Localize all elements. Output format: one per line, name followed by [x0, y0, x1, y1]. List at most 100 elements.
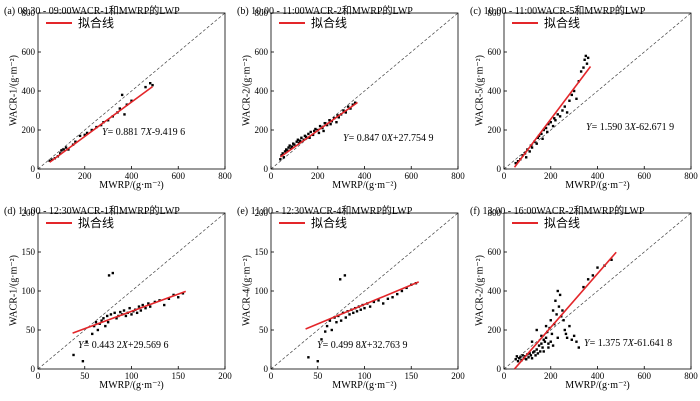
data-point [330, 328, 333, 332]
data-point [554, 299, 557, 302]
data-point [120, 93, 124, 97]
data-point [544, 126, 548, 130]
data-point [368, 305, 372, 308]
panel-title: (e) 11:00 - 12:30WACR-4和MWRP的LWP [237, 206, 413, 217]
data-point [554, 119, 557, 122]
data-point [391, 296, 394, 299]
data-point [324, 330, 327, 333]
data-point [551, 309, 555, 312]
data-point [525, 358, 528, 361]
data-point [556, 336, 559, 339]
data-point [317, 131, 321, 135]
x-tick-label: 150 [172, 371, 186, 381]
legend-line-swatch [512, 21, 538, 24]
legend-label: 拟合线 [311, 216, 348, 230]
legend-line-swatch [46, 21, 72, 24]
data-point [565, 111, 569, 114]
data-point [546, 130, 549, 134]
one-to-one-line [270, 12, 459, 170]
data-point [109, 313, 113, 316]
data-point [325, 123, 329, 127]
data-point [540, 342, 543, 345]
data-point [64, 146, 68, 149]
data-point [149, 305, 152, 308]
one-to-one-line [270, 212, 459, 370]
panel-title: (c) 10:00 - 11:00WACR-5和MWRP的LWP [470, 6, 646, 17]
data-point [48, 159, 51, 163]
y-tick-label: 200 [22, 125, 36, 135]
data-point [329, 122, 332, 126]
legend-line-swatch [512, 221, 538, 224]
x-axis-label: MWRP/(g·m⁻²) [565, 380, 630, 391]
data-point [106, 321, 110, 324]
chart-panel-f: 0 200 400 600 800 0 200 400 600 800 (f) 13:00 - 16… [466, 200, 699, 400]
data-point [102, 317, 105, 320]
one-to-one-line [503, 12, 692, 170]
data-point [396, 292, 399, 296]
data-point [564, 332, 568, 336]
data-point [289, 147, 293, 150]
data-point [591, 274, 595, 277]
data-point [547, 342, 550, 345]
data-point [308, 136, 311, 139]
x-tick-label: 200 [78, 171, 92, 181]
y-tick-label: 400 [488, 286, 502, 296]
data-point [541, 346, 544, 349]
x-tick-label: 400 [591, 171, 605, 181]
y-axis-label: WACR-4/(g·m⁻²) [241, 254, 253, 327]
data-point [353, 101, 357, 104]
y-tick-label: 50 [259, 325, 269, 335]
y-tick-label: 800 [488, 8, 502, 18]
data-point [359, 308, 362, 311]
data-point [307, 132, 310, 136]
legend-label: 拟合线 [78, 16, 115, 30]
data-point [307, 356, 310, 359]
y-axis-label: WACR-2/(g·m⁻²) [241, 54, 253, 127]
y-tick-label: 600 [22, 47, 36, 57]
data-point [572, 334, 576, 338]
data-point [572, 89, 576, 93]
data-point [525, 156, 528, 159]
data-point [533, 350, 536, 353]
data-point [122, 309, 126, 312]
y-tick-label: 150 [22, 247, 36, 257]
data-point [351, 103, 355, 106]
data-point [130, 313, 133, 316]
data-point [113, 311, 116, 315]
legend-line-swatch [279, 21, 305, 24]
data-point [336, 114, 339, 117]
data-point [565, 336, 569, 339]
data-point [60, 149, 63, 152]
legend: 拟合线 [279, 14, 347, 31]
legend-label: 拟合线 [544, 16, 581, 30]
data-point [105, 314, 109, 318]
fit-line [513, 65, 592, 168]
x-tick-label: 150 [405, 371, 419, 381]
data-point [551, 344, 555, 347]
data-point [74, 140, 77, 143]
fit-equation: Y= 0.881 7X-9.419 6 [102, 127, 186, 138]
data-point [318, 124, 322, 128]
y-tick-label: 400 [488, 86, 502, 96]
data-point [167, 297, 171, 300]
data-point [119, 310, 122, 314]
y-axis-label: WACR-5/(g·m⁻²) [474, 54, 486, 127]
y-tick-label: 800 [488, 208, 502, 218]
legend: 拟合线 [279, 214, 347, 231]
data-point [335, 121, 338, 124]
y-tick-label: 100 [255, 286, 269, 296]
y-tick-label: 0 [31, 164, 36, 174]
panel-title: (f) 13:00 - 16:00WACR-2和MWRP的LWP [470, 206, 645, 217]
data-point [568, 99, 571, 102]
data-point [527, 356, 530, 359]
data-point [314, 127, 317, 131]
data-point [515, 355, 519, 358]
fit-line [305, 281, 420, 330]
data-point [528, 352, 531, 355]
data-point [100, 319, 103, 322]
data-point [349, 107, 352, 110]
fit-equation: Y= 1.590 3X-62.671 9 [586, 122, 675, 133]
data-point [111, 271, 114, 275]
y-tick-label: 200 [488, 325, 502, 335]
data-point [281, 152, 284, 155]
